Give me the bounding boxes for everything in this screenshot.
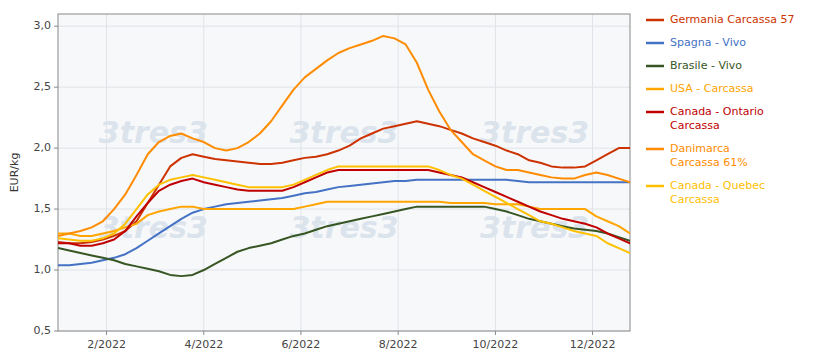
grid (58, 14, 630, 331)
legend-label: Brasile - Vivo (670, 59, 742, 72)
legend-label: DanimarcaCarcassa 61% (670, 142, 748, 169)
axis-label-y: EUR/kg (8, 153, 21, 193)
lines (58, 36, 630, 276)
tick-label-x: 4/2022 (184, 338, 223, 351)
tick-y (54, 209, 58, 210)
chart: 3tres33tres33tres33tres33tres33tres30,51… (0, 0, 819, 361)
tick-label-x: 6/2022 (282, 338, 321, 351)
grid-line-x (495, 14, 496, 331)
tick-y (54, 87, 58, 88)
ticks: 0,5 1,0 1,5 2,0 2,5 3,0 2/2022 4/2022 6/2022 8/20… (34, 19, 616, 351)
grid-line-x (203, 14, 204, 331)
grid-line-x (398, 14, 399, 331)
tick-label-y: 1,5 (34, 202, 52, 215)
tick-x (592, 331, 593, 335)
legend-label: Germania Carcassa 57 (670, 13, 795, 26)
legend-swatch (646, 42, 664, 45)
tick-label-x: 12/2022 (570, 338, 616, 351)
grid-line-x (300, 14, 301, 331)
legend-label: Canada - QuebecCarcassa (670, 179, 765, 206)
plot-frame (58, 14, 630, 331)
tick-label-y: 2,5 (34, 80, 52, 93)
grid-line-y (58, 26, 630, 27)
legend-swatch (646, 65, 664, 68)
tick-label-y: 3,0 (34, 19, 52, 32)
watermark: 3tres3 (480, 115, 589, 150)
watermark: 3tres3 (99, 115, 208, 150)
series-line (58, 166, 630, 253)
tick-y (54, 270, 58, 271)
legend-swatch (646, 185, 664, 188)
tick-label-y: 1,0 (34, 263, 52, 276)
tick-label-y: 0,5 (34, 324, 52, 337)
tick-label-x: 2/2022 (87, 338, 126, 351)
tick-x (495, 331, 496, 335)
legend: Germania Carcassa 57 Spagna - Vivo Brasile… (646, 13, 795, 206)
grid-line-y (58, 270, 630, 271)
watermark: 3tres3 (289, 210, 398, 245)
grid-line-x (106, 14, 107, 331)
grid-line-y (58, 87, 630, 88)
watermark: 3tres3 (289, 115, 398, 150)
tick-x (106, 331, 107, 335)
plot-area (58, 14, 630, 331)
tick-x (398, 331, 399, 335)
tick-label-x: 10/2022 (473, 338, 519, 351)
series-line (58, 36, 630, 236)
legend-swatch (646, 148, 664, 151)
tick-label-x: 8/2022 (379, 338, 418, 351)
legend-swatch (646, 111, 664, 114)
legend-label: Canada - OntarioCarcassa (670, 105, 764, 132)
legend-swatch (646, 19, 664, 22)
legend-label: USA - Carcassa (670, 82, 753, 95)
series-line (58, 170, 630, 246)
tick-x (300, 331, 301, 335)
legend-label: Spagna - Vivo (670, 36, 746, 49)
tick-y (54, 148, 58, 149)
legend-swatch (646, 88, 664, 91)
tick-y (54, 26, 58, 27)
tick-y (54, 331, 58, 332)
tick-label-y: 2,0 (34, 141, 52, 154)
tick-x (203, 331, 204, 335)
